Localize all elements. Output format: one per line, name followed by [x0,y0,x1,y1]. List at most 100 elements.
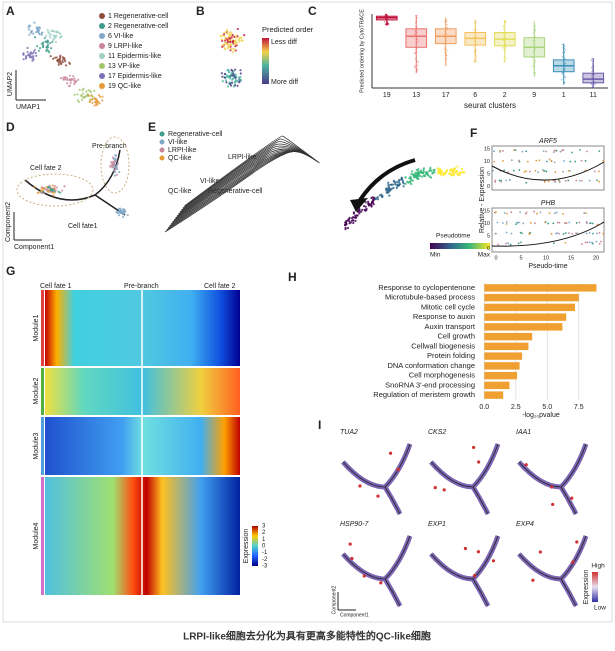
jitter-point [443,47,446,49]
jitter-point [444,21,446,23]
cell-point [52,37,55,40]
cell-point [110,161,113,164]
cell-point [378,194,382,197]
jitter-point [444,31,446,33]
cell-point [578,221,581,224]
cell-point [555,211,558,214]
cell-point [472,445,476,450]
cell-point [552,222,555,225]
cell-point [545,170,548,173]
cell-point [361,208,364,211]
cell-point [89,98,92,101]
cell-point [76,93,79,96]
cell-point [519,211,522,214]
cell-point [346,226,350,230]
legend-swatch [99,13,105,19]
colorbar-label: More diff [271,79,298,86]
jitter-point [475,55,477,57]
gene-title: HSP90-7 [340,521,370,528]
cell-point [521,150,524,153]
cell-point [240,39,243,42]
cell-point [505,231,508,234]
cell-point [61,60,64,63]
cell-point [458,171,461,175]
cell-point [226,43,229,47]
cell-point [58,36,62,39]
cell-point [531,578,535,582]
cell-point [226,38,229,41]
stream-line [181,141,317,211]
cell-point [122,216,125,219]
axis-label: Predicted ordering by CytoTRACE [359,9,365,93]
cell-point [231,78,234,81]
cell-point [584,241,587,244]
axis-label: UMAP1 [16,104,40,111]
cell-point [518,169,521,171]
cell-point [231,81,234,84]
cell-point [73,82,76,85]
cell-point [525,181,528,184]
cell-point [410,172,413,175]
legend-label: 13 VP-like [108,63,140,70]
legend-label: 19 QC-like [108,83,141,90]
axis-label: Component1 [14,244,54,251]
jitter-point [561,72,563,74]
cell-point [38,26,41,29]
cell-point [546,160,548,163]
cell-point [547,222,550,225]
colorbar [592,572,598,602]
cell-point [225,32,229,35]
legend-swatch [99,53,105,59]
cell-point [225,75,229,78]
cell-point [29,51,33,54]
legend-swatch [99,33,105,39]
bar [484,323,563,331]
cell-point [529,170,531,173]
cell-point [93,104,96,107]
cell-point [227,32,231,35]
bar [484,303,576,312]
colorbar-label: High [591,563,605,570]
legend-swatch [159,139,165,145]
cell-point [410,182,413,186]
cell-point [364,209,367,212]
cell-point [44,40,47,43]
cell-point [388,194,391,197]
cell-point [448,172,451,175]
cell-point [431,172,434,175]
cell-point [53,184,56,188]
cell-point [463,546,468,551]
cell-point [77,78,80,81]
cell-point [87,94,90,97]
jitter-point [562,44,564,46]
cell-point [437,171,440,174]
cell-point [230,32,233,35]
cell-point [90,94,93,98]
cell-point [553,149,556,152]
cell-point [233,81,237,84]
cell-point [575,179,578,182]
cell-point [509,243,512,246]
colorbar-tick: 3 [262,524,266,530]
legend-label: 9 LRPI-like [108,43,142,50]
cell-point [559,150,562,153]
legend-swatch [99,73,105,79]
cell-point [228,38,231,42]
module-strip [41,368,44,415]
trajectory [518,535,587,607]
cell-point [27,28,31,31]
colorbar [430,243,490,249]
cell-point [117,214,121,217]
cell-point [231,40,235,44]
cell-point [460,171,463,174]
y-tick-label: Response to cyclopentenone [378,283,475,292]
cell-point [52,194,55,197]
colorbar-tick: -3 [262,564,268,570]
cell-point [510,232,513,235]
cell-point [394,183,397,186]
cell-point [231,69,234,73]
jitter-point [472,40,475,42]
jitter-point [564,49,567,51]
cell-point [376,196,379,199]
cell-point [33,185,36,188]
